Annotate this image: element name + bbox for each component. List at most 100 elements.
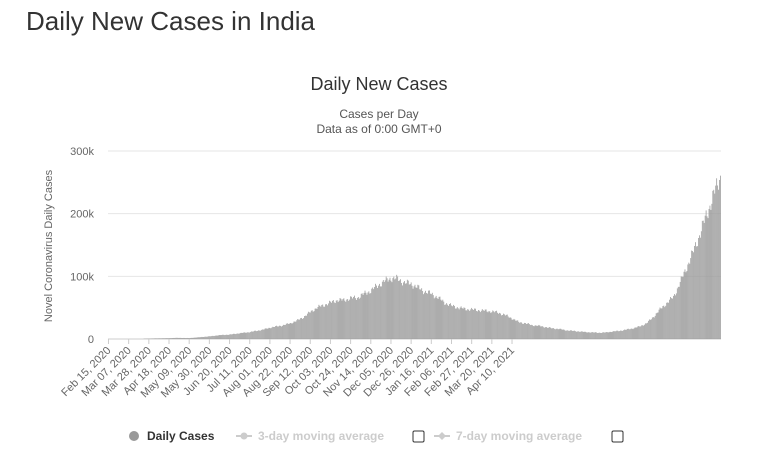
bar[interactable] (445, 304, 447, 339)
bar[interactable] (232, 334, 233, 339)
bar[interactable] (363, 292, 365, 339)
bar[interactable] (185, 338, 187, 339)
bar[interactable] (450, 303, 451, 339)
bar[interactable] (668, 302, 670, 339)
bar[interactable] (646, 323, 647, 339)
bar[interactable] (221, 334, 223, 339)
bar[interactable] (500, 313, 501, 339)
bar[interactable] (238, 333, 240, 339)
bar[interactable] (471, 307, 473, 339)
bar[interactable] (219, 335, 221, 339)
bar[interactable] (241, 332, 243, 339)
bar[interactable] (196, 337, 198, 339)
bar[interactable] (636, 327, 638, 339)
bar[interactable] (210, 336, 212, 339)
bar[interactable] (321, 304, 323, 339)
bar[interactable] (287, 323, 289, 339)
bar[interactable] (320, 306, 322, 339)
bar[interactable] (152, 338, 154, 339)
bar[interactable] (461, 307, 463, 339)
bar[interactable] (655, 313, 657, 339)
bar[interactable] (203, 336, 204, 339)
bar[interactable] (502, 315, 503, 339)
bar[interactable] (154, 338, 155, 339)
bar[interactable] (317, 306, 319, 339)
bar[interactable] (674, 294, 675, 339)
bar[interactable] (189, 337, 191, 339)
bar[interactable] (428, 290, 429, 339)
bar[interactable] (608, 332, 610, 339)
bar[interactable] (675, 293, 677, 339)
bar[interactable] (243, 332, 245, 339)
bar[interactable] (309, 312, 311, 339)
bar[interactable] (478, 310, 480, 339)
bar[interactable] (348, 300, 350, 339)
bar[interactable] (635, 327, 637, 339)
bar[interactable] (709, 205, 711, 339)
bar[interactable] (546, 327, 547, 339)
bar[interactable] (337, 302, 339, 339)
bar[interactable] (329, 300, 330, 339)
bar[interactable] (649, 319, 650, 339)
bar[interactable] (511, 319, 513, 339)
bar[interactable] (318, 304, 320, 339)
bar[interactable] (717, 185, 719, 339)
legend-item-7-day-moving-average[interactable]: 7-day moving average (434, 429, 624, 443)
bar[interactable] (439, 296, 441, 339)
bar[interactable] (331, 300, 333, 339)
bar[interactable] (458, 309, 460, 339)
bar[interactable] (683, 271, 685, 339)
bar[interactable] (438, 296, 440, 339)
bar[interactable] (198, 337, 200, 339)
bar[interactable] (187, 338, 189, 339)
bar[interactable] (158, 338, 159, 339)
bar[interactable] (319, 305, 321, 339)
bar[interactable] (359, 297, 361, 339)
bar[interactable] (600, 332, 602, 339)
bar[interactable] (443, 301, 445, 339)
bar[interactable] (311, 310, 313, 339)
bar[interactable] (310, 310, 312, 339)
bar[interactable] (447, 304, 449, 339)
bar[interactable] (656, 312, 658, 339)
bar[interactable] (256, 331, 257, 339)
bar[interactable] (592, 332, 594, 339)
bar[interactable] (491, 312, 493, 339)
bar[interactable] (543, 327, 545, 339)
bar[interactable] (408, 284, 410, 339)
bar[interactable] (711, 203, 713, 339)
bar[interactable] (553, 328, 555, 339)
bar[interactable] (340, 298, 342, 339)
bar[interactable] (262, 329, 264, 339)
bar[interactable] (441, 300, 443, 339)
bar[interactable] (518, 321, 520, 339)
bar[interactable] (173, 337, 175, 339)
bar[interactable] (507, 316, 509, 339)
bar[interactable] (466, 310, 468, 339)
bar[interactable] (420, 289, 422, 339)
bar[interactable] (269, 327, 271, 339)
bar[interactable] (637, 326, 639, 339)
bar[interactable] (694, 245, 695, 339)
bar[interactable] (355, 298, 356, 339)
bar[interactable] (557, 329, 559, 339)
bar[interactable] (489, 311, 491, 339)
bar[interactable] (265, 328, 267, 339)
bar[interactable] (276, 325, 278, 339)
bar[interactable] (520, 322, 522, 339)
bar[interactable] (654, 315, 656, 339)
bar[interactable] (699, 235, 700, 339)
bar[interactable] (678, 286, 680, 339)
bar[interactable] (490, 313, 492, 339)
bar[interactable] (303, 318, 304, 339)
bar[interactable] (456, 307, 458, 339)
bar[interactable] (685, 272, 687, 339)
bar[interactable] (316, 308, 318, 339)
bar[interactable] (360, 293, 362, 339)
bar[interactable] (214, 335, 216, 339)
bar[interactable] (545, 327, 547, 339)
bar[interactable] (618, 331, 620, 339)
bar[interactable] (380, 286, 381, 339)
bar[interactable] (558, 329, 560, 339)
bar[interactable] (517, 320, 519, 339)
